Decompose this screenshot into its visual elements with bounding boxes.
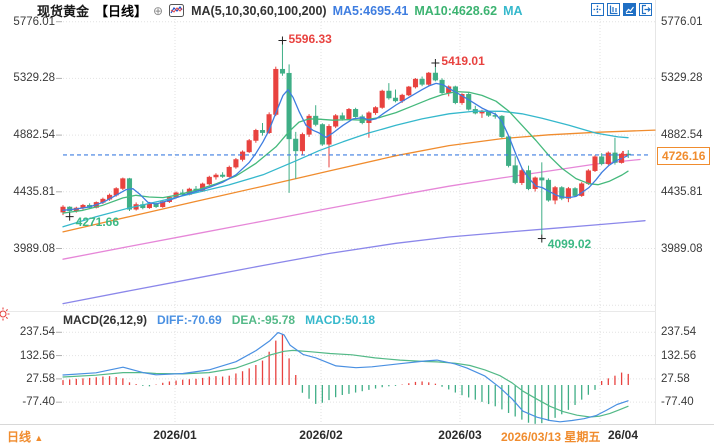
chart-header: 现货黄金 【日线】 ⊕ MA(5,10,30,60,100,200) MA5:4… <box>37 1 523 20</box>
symbol-name: 现货黄金 <box>37 4 90 19</box>
y-axis-label: 3989.08 <box>13 242 55 255</box>
macd-legend: MACD(26,12,9) DIFF:-70.69 DEA:-95.78 MAC… <box>63 313 375 327</box>
x-axis-month-label: 2026/02 <box>299 428 343 442</box>
period-selector-label: 日线 <box>7 430 32 444</box>
low-price-annotation: 4271.66 <box>75 214 120 229</box>
macd-dea-value: DEA:-95.78 <box>231 313 296 327</box>
ma10-value: MA10:4628.62 <box>414 3 498 18</box>
indicator-settings-icon[interactable] <box>0 306 11 327</box>
y-axis-label: 5329.28 <box>13 72 55 85</box>
ma5-value: MA5:4695.41 <box>332 3 409 18</box>
macd-macd-value: MACD:50.18 <box>305 313 376 327</box>
time-axis-bar: 日线 ▲ 2026/03/13 星期五 26/04 2026/01 2026/02… <box>0 424 714 444</box>
macd-axis-label: 27.58 <box>661 372 690 385</box>
add-indicator-icon[interactable]: ⊕ <box>153 3 164 18</box>
current-date-label: 2026/03/13 星期五 <box>498 427 604 444</box>
macd-axis-label: -77.40 <box>22 396 55 409</box>
y-axis-label: 4435.81 <box>661 185 703 198</box>
trend-tool-icon[interactable] <box>623 3 636 16</box>
macd-axis-label: 237.54 <box>19 326 55 339</box>
exit-chart-icon[interactable] <box>639 3 652 16</box>
high-price-annotation: 5419.01 <box>441 54 485 68</box>
period-selector[interactable]: 日线 ▲ <box>7 428 43 444</box>
ma-settings-label[interactable]: MA(5,10,30,60,100,200) <box>191 3 327 18</box>
ma-more-value: MA <box>503 3 523 18</box>
last-price-tag: 4726.16 <box>657 147 711 165</box>
axis-scale-icon[interactable] <box>607 3 620 16</box>
low-price-annotation: 4099.02 <box>547 236 592 251</box>
chart-toolbar <box>591 3 652 16</box>
macd-axis-label: 27.58 <box>26 372 55 385</box>
y-axis-label: 4435.81 <box>13 185 55 198</box>
period-label[interactable]: 【日线】 <box>95 4 148 19</box>
y-axis-label: 5329.28 <box>661 72 703 85</box>
macd-diff-value: DIFF:-70.69 <box>157 313 222 327</box>
macd-axis-label: 237.54 <box>661 326 697 339</box>
y-axis-label: 5776.01 <box>661 15 703 28</box>
y-axis-label: 5776.01 <box>13 15 55 28</box>
y-axis-label: 4882.54 <box>13 129 55 142</box>
chevron-up-icon: ▲ <box>34 433 44 443</box>
x-axis-month-label: 2026/01 <box>153 428 197 442</box>
macd-axis-label: -77.40 <box>661 396 694 409</box>
legend-chart-icon <box>169 4 185 17</box>
macd-axis-label: 132.56 <box>19 349 55 362</box>
next-month-label: 26/04 <box>608 428 639 442</box>
macd-params[interactable]: MACD(26,12,9) <box>63 313 148 327</box>
y-axis-label: 4882.54 <box>661 129 703 142</box>
macd-axis-label: 132.56 <box>661 349 697 362</box>
x-axis-month-label: 2026/03 <box>438 428 482 442</box>
y-axis-label: 3989.08 <box>661 242 703 255</box>
high-price-annotation: 5596.33 <box>288 31 332 46</box>
crosshair-pan-icon[interactable] <box>591 3 604 16</box>
